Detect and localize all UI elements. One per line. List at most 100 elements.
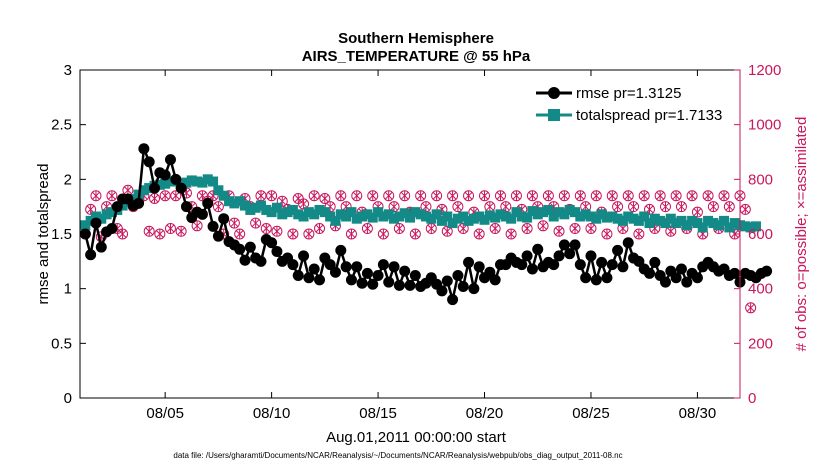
rmse-point	[271, 245, 283, 257]
spread-point	[585, 211, 596, 222]
obs-point	[670, 190, 682, 202]
obs-point	[271, 225, 283, 237]
spread-point	[687, 215, 698, 226]
rmse-point	[212, 230, 224, 242]
legend-rmse-label: rmse pr=1.3125	[576, 85, 681, 102]
obs-point	[654, 190, 666, 202]
spread-point	[633, 215, 644, 226]
rmse-point	[649, 256, 661, 268]
spread-point	[197, 177, 208, 188]
obs-point	[425, 223, 437, 235]
rmse-point	[441, 275, 453, 287]
spread-point	[527, 206, 538, 217]
y-axis-right-label: # of obs: o=possible; ×=assimilated	[793, 117, 810, 352]
spread-point	[335, 209, 346, 220]
chart-title: Southern Hemisphere	[338, 30, 494, 47]
x-tick-label: 08/25	[572, 405, 610, 422]
rmse-point	[303, 272, 315, 284]
x-tick-label: 08/10	[253, 405, 291, 422]
rmse-point	[659, 276, 671, 288]
spread-point	[277, 209, 288, 220]
rmse-point	[255, 255, 267, 267]
obs-point	[250, 217, 262, 229]
y-axis-left: 0 0.5 1 1.5 2 2.5 3	[51, 62, 86, 407]
obs-point	[457, 223, 469, 235]
obs-point	[691, 206, 703, 218]
obs-point	[335, 190, 347, 202]
spread-point	[287, 204, 298, 215]
rmse-point	[106, 223, 118, 235]
obs-point	[739, 203, 751, 215]
spread-point	[319, 207, 330, 218]
spread-point	[559, 209, 570, 220]
spread-point	[138, 185, 149, 196]
rmse-point	[324, 259, 336, 271]
rmse-point	[644, 267, 656, 279]
obs-point	[510, 190, 522, 202]
rmse-point	[95, 241, 107, 253]
rmse-point	[569, 239, 581, 251]
rmse-point	[404, 279, 416, 291]
spread-point	[548, 211, 559, 222]
rmse-point	[111, 201, 123, 213]
rmse-point	[133, 197, 145, 209]
spread-point	[442, 211, 453, 222]
obs-point	[612, 201, 624, 213]
spread-point	[575, 211, 586, 222]
spread-point	[282, 207, 293, 218]
rmse-point	[681, 276, 693, 288]
rmse-point	[606, 259, 618, 271]
spread-point	[495, 209, 506, 220]
x-tick-label: 08/05	[146, 405, 184, 422]
spread-point	[405, 212, 415, 223]
obs-point	[255, 190, 267, 202]
spread-point	[750, 221, 761, 232]
spread-point	[271, 202, 282, 213]
spread-point	[601, 212, 612, 223]
obs-point	[170, 190, 182, 202]
spread-point	[649, 213, 660, 224]
obs-point	[212, 201, 224, 213]
obs-point	[159, 190, 171, 202]
rmse-point	[298, 250, 310, 262]
spread-point	[500, 211, 511, 222]
spread-point	[346, 207, 357, 218]
obs-point	[367, 190, 379, 202]
rmse-point	[617, 261, 629, 273]
rmse-point	[399, 265, 411, 277]
y-tick-label: 0	[64, 390, 72, 407]
obs-point	[537, 220, 549, 232]
obs-point	[415, 190, 427, 202]
obs-point	[276, 195, 288, 207]
rmse-point	[601, 272, 613, 284]
rmse-point	[548, 259, 560, 271]
spread-point	[250, 202, 261, 213]
spread-point	[740, 221, 751, 232]
spread-point	[314, 204, 325, 215]
rmse-point	[675, 263, 687, 275]
rmse-series-layer	[79, 143, 773, 306]
obs-point	[723, 201, 735, 213]
rmse-point	[361, 267, 373, 279]
spread-point	[447, 218, 458, 229]
spread-point	[389, 213, 400, 224]
spread-point	[410, 207, 421, 218]
x-tick-label: 08/20	[466, 405, 504, 422]
x-axis-label: Aug.01,2011 00:00:00 start	[326, 429, 507, 446]
rmse-point	[207, 220, 219, 232]
obs-point	[447, 190, 459, 202]
obs-point	[266, 190, 278, 202]
spread-point	[426, 213, 437, 224]
obs-point	[314, 223, 326, 235]
obs-point	[479, 190, 491, 202]
spread-point	[229, 198, 240, 209]
rmse-point	[383, 276, 395, 288]
spread-point	[713, 220, 724, 231]
rmse-point	[484, 266, 496, 278]
obs-point	[659, 201, 671, 213]
obs-point	[718, 190, 730, 202]
spread-point	[383, 209, 394, 220]
spread-point	[298, 211, 309, 222]
rmse-point	[367, 278, 379, 290]
spread-point	[325, 211, 336, 222]
